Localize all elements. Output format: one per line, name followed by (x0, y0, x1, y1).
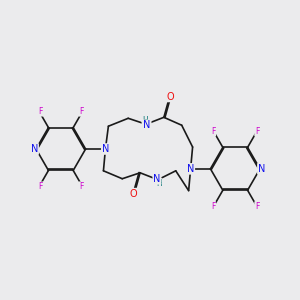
Text: H: H (142, 116, 148, 125)
Text: F: F (38, 107, 43, 116)
Text: O: O (130, 189, 137, 199)
Text: O: O (167, 92, 174, 101)
Text: F: F (211, 202, 215, 211)
Text: F: F (79, 107, 83, 116)
Text: N: N (153, 174, 161, 184)
Text: F: F (211, 127, 215, 136)
Text: N: N (31, 144, 38, 154)
Text: N: N (258, 164, 265, 174)
Text: N: N (187, 164, 194, 174)
Text: F: F (79, 182, 83, 191)
Text: F: F (38, 182, 43, 191)
Text: N: N (143, 120, 151, 130)
Text: F: F (255, 202, 259, 211)
Text: H: H (156, 179, 162, 188)
Text: N: N (102, 144, 109, 154)
Text: F: F (255, 127, 259, 136)
